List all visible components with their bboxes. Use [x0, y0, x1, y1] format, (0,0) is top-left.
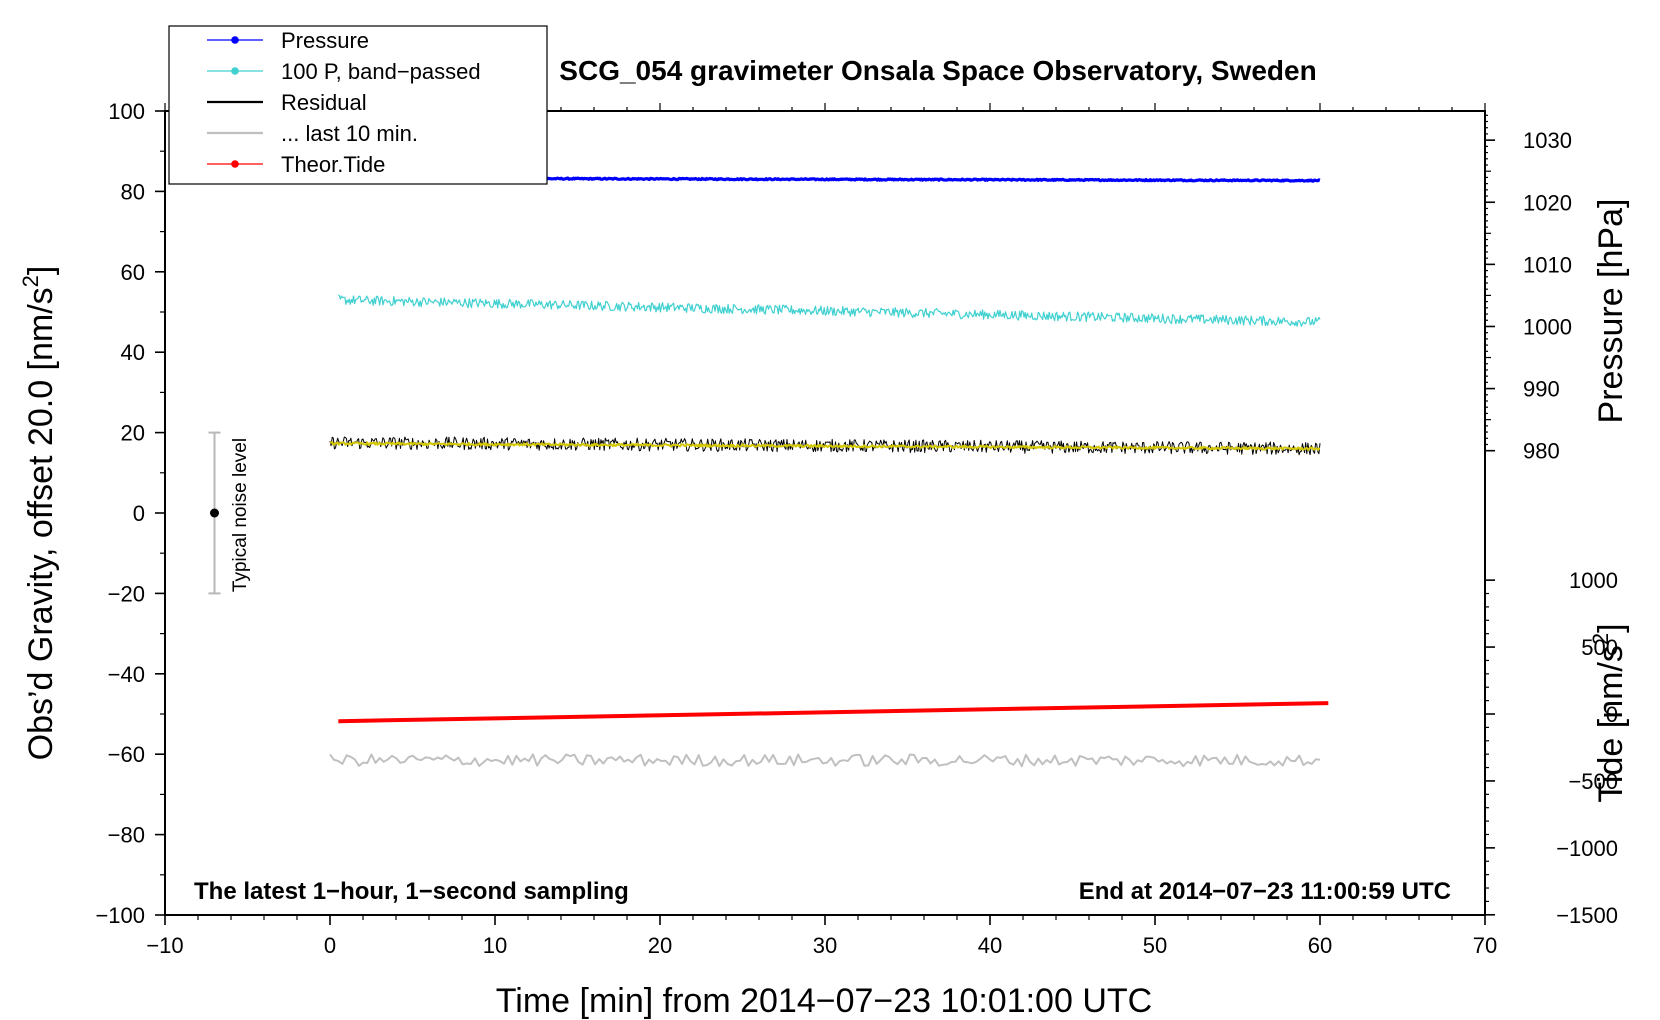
y-left-tick-label: 40	[121, 340, 145, 365]
y-left-tick-label: 60	[121, 260, 145, 285]
y-left-title-main: Obs’d Gravity, offset 20.0 [nm/s	[22, 287, 60, 760]
tide-tick-label: 0	[1606, 702, 1618, 727]
y-left-title-close: ]	[22, 266, 60, 275]
y-axis-tide-title: Tide [nm/s2]	[1588, 623, 1630, 802]
y-left-tick-label: 0	[133, 501, 145, 526]
plot-frame	[164, 110, 1486, 916]
y-axis-left-title: Obs’d Gravity, offset 20.0 [nm/s2]	[18, 266, 60, 761]
series-line-theor-tide	[338, 701, 1329, 724]
noise-bar-center	[210, 508, 219, 518]
y-left-tick-label: 100	[108, 99, 145, 124]
legend-marker	[231, 36, 239, 44]
y-left-tick-label: 80	[121, 179, 145, 204]
y-left-tick-label: −80	[108, 823, 145, 848]
legend-box	[168, 25, 548, 185]
x-tick-label: 0	[324, 933, 336, 958]
x-tick-label: −10	[146, 933, 183, 958]
x-tick-label: 60	[1308, 933, 1332, 958]
series-line-100-p-band-passed	[338, 294, 1321, 327]
pressure-tick-label: 990	[1523, 377, 1560, 402]
noise-level-bar	[208, 431, 221, 595]
y-left-tick-label: −40	[108, 662, 145, 687]
tide-tick-label: 1000	[1569, 568, 1618, 593]
tide-tick-label: −1500	[1556, 903, 1618, 928]
tide-title-sup: 2	[1588, 633, 1613, 645]
pressure-tick-label: 1000	[1523, 314, 1572, 339]
legend-label: Theor.Tide	[281, 152, 385, 177]
x-axis-title: Time [min] from 2014−07−23 10:01:00 UTC	[496, 982, 1152, 1020]
y-axis-pressure-title: Pressure [hPa]	[1592, 199, 1630, 424]
legend-label: ... last 10 min.	[281, 121, 418, 146]
pressure-tick-label: 1020	[1523, 190, 1572, 215]
noise-level-label: Typical noise level	[230, 438, 251, 592]
tide-title-main: Tide [nm/s	[1592, 645, 1630, 802]
end-time-note: End at 2014−07−23 11:00:59 UTC	[1079, 878, 1451, 905]
tide-tick-label: −500	[1568, 769, 1618, 794]
series-line-residual-smoothed	[330, 441, 1321, 451]
legend-label: 100 P, band−passed	[281, 59, 481, 84]
y-axis-left: 100 80 60 40 20 0 −20 −40 −60 −80 −100	[95, 99, 165, 928]
legend-marker	[231, 160, 239, 168]
pressure-tick-label: 1030	[1523, 128, 1572, 153]
x-tick-label: 10	[483, 933, 507, 958]
sampling-note: The latest 1−hour, 1−second sampling	[194, 878, 629, 905]
y-axis-tide: 1000 500 0 −500 −1000 −1500	[1485, 568, 1618, 928]
pressure-tick-label: 980	[1523, 439, 1560, 464]
x-tick-label: 40	[978, 933, 1002, 958]
x-tick-label: 20	[648, 933, 672, 958]
tide-title-close: ]	[1592, 623, 1630, 632]
legend-marker	[231, 67, 239, 75]
x-tick-label: 30	[813, 933, 837, 958]
y-left-tick-label: −100	[95, 903, 145, 928]
y-left-tick-label: −20	[108, 581, 145, 606]
x-axis: −10 0 10 20 30 40 50 60 70	[146, 103, 1497, 958]
legend-label: Residual	[281, 90, 367, 115]
y-left-tick-label: 20	[121, 421, 145, 446]
y-left-tick-label: −60	[108, 742, 145, 767]
tide-tick-label: −1000	[1556, 836, 1618, 861]
legend: Pressure 100 P, band−passed Residual ... la…	[168, 25, 548, 185]
pressure-tick-label: 1010	[1523, 252, 1572, 277]
x-tick-label: 70	[1473, 933, 1497, 958]
series-line-last-10-min	[329, 753, 1321, 768]
tide-tick-label: 500	[1581, 635, 1618, 660]
legend-label: Pressure	[281, 28, 369, 53]
y-axis-pressure: 1030 1020 1010 1000 990 980	[1485, 114, 1572, 464]
chart-title: SCG_054 gravimeter Onsala Space Observat…	[559, 55, 1316, 86]
series-group	[329, 175, 1329, 768]
y-left-title-sup: 2	[18, 275, 43, 287]
x-tick-label: 50	[1143, 933, 1167, 958]
